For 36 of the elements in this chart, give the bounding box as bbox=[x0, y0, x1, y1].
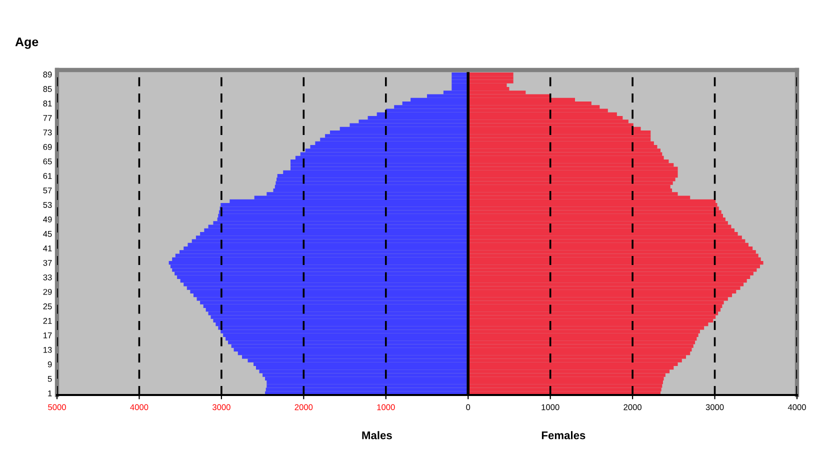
y-tick-label: 81 bbox=[43, 100, 52, 106]
y-tick-label: 85 bbox=[43, 86, 52, 92]
x-tick-label: 3000 bbox=[706, 404, 724, 410]
y-tick-label: 29 bbox=[43, 288, 52, 295]
y-tick-label: 37 bbox=[43, 260, 52, 266]
y-tick-label: 73 bbox=[43, 130, 52, 136]
x-tick-label: 4000 bbox=[130, 404, 148, 410]
y-tick-label: 25 bbox=[43, 303, 52, 310]
y-tick-label: 89 bbox=[43, 72, 52, 78]
y-tick-label: 65 bbox=[43, 158, 52, 164]
y-tick-label: 33 bbox=[43, 274, 52, 280]
x-tick-label: 5000 bbox=[48, 404, 66, 410]
y-tick-label: 41 bbox=[43, 246, 52, 252]
y-tick-label: 13 bbox=[44, 346, 52, 353]
text: Males bbox=[362, 431, 392, 440]
y-tick-label: 77 bbox=[43, 115, 52, 121]
y-tick-label: 1 bbox=[48, 390, 52, 396]
x-tick-label: 2000 bbox=[624, 404, 642, 410]
y-tick-label: 9 bbox=[48, 361, 52, 368]
x-tick-label: 1000 bbox=[377, 404, 395, 410]
x-tick-label: 1000 bbox=[542, 404, 560, 410]
x-tick-label: 0 bbox=[466, 404, 470, 410]
y-tick-label: 21 bbox=[43, 318, 52, 324]
y-tick-label: 61 bbox=[43, 173, 52, 179]
y-axis-title: Age bbox=[15, 38, 38, 49]
y-tick-label: 49 bbox=[43, 216, 52, 222]
x-tick-label: 3000 bbox=[212, 404, 230, 410]
y-tick-label: 53 bbox=[43, 202, 52, 208]
y-tick-label: 57 bbox=[43, 188, 52, 194]
x-tick-label: 4000 bbox=[788, 404, 806, 410]
y-tick-label: 5 bbox=[48, 376, 52, 382]
y-tick-label: 17 bbox=[44, 332, 52, 338]
text: Females bbox=[542, 431, 586, 440]
y-tick-label: 69 bbox=[43, 144, 52, 150]
y-tick-label: 45 bbox=[43, 231, 52, 237]
x-tick-label: 2000 bbox=[294, 404, 313, 410]
